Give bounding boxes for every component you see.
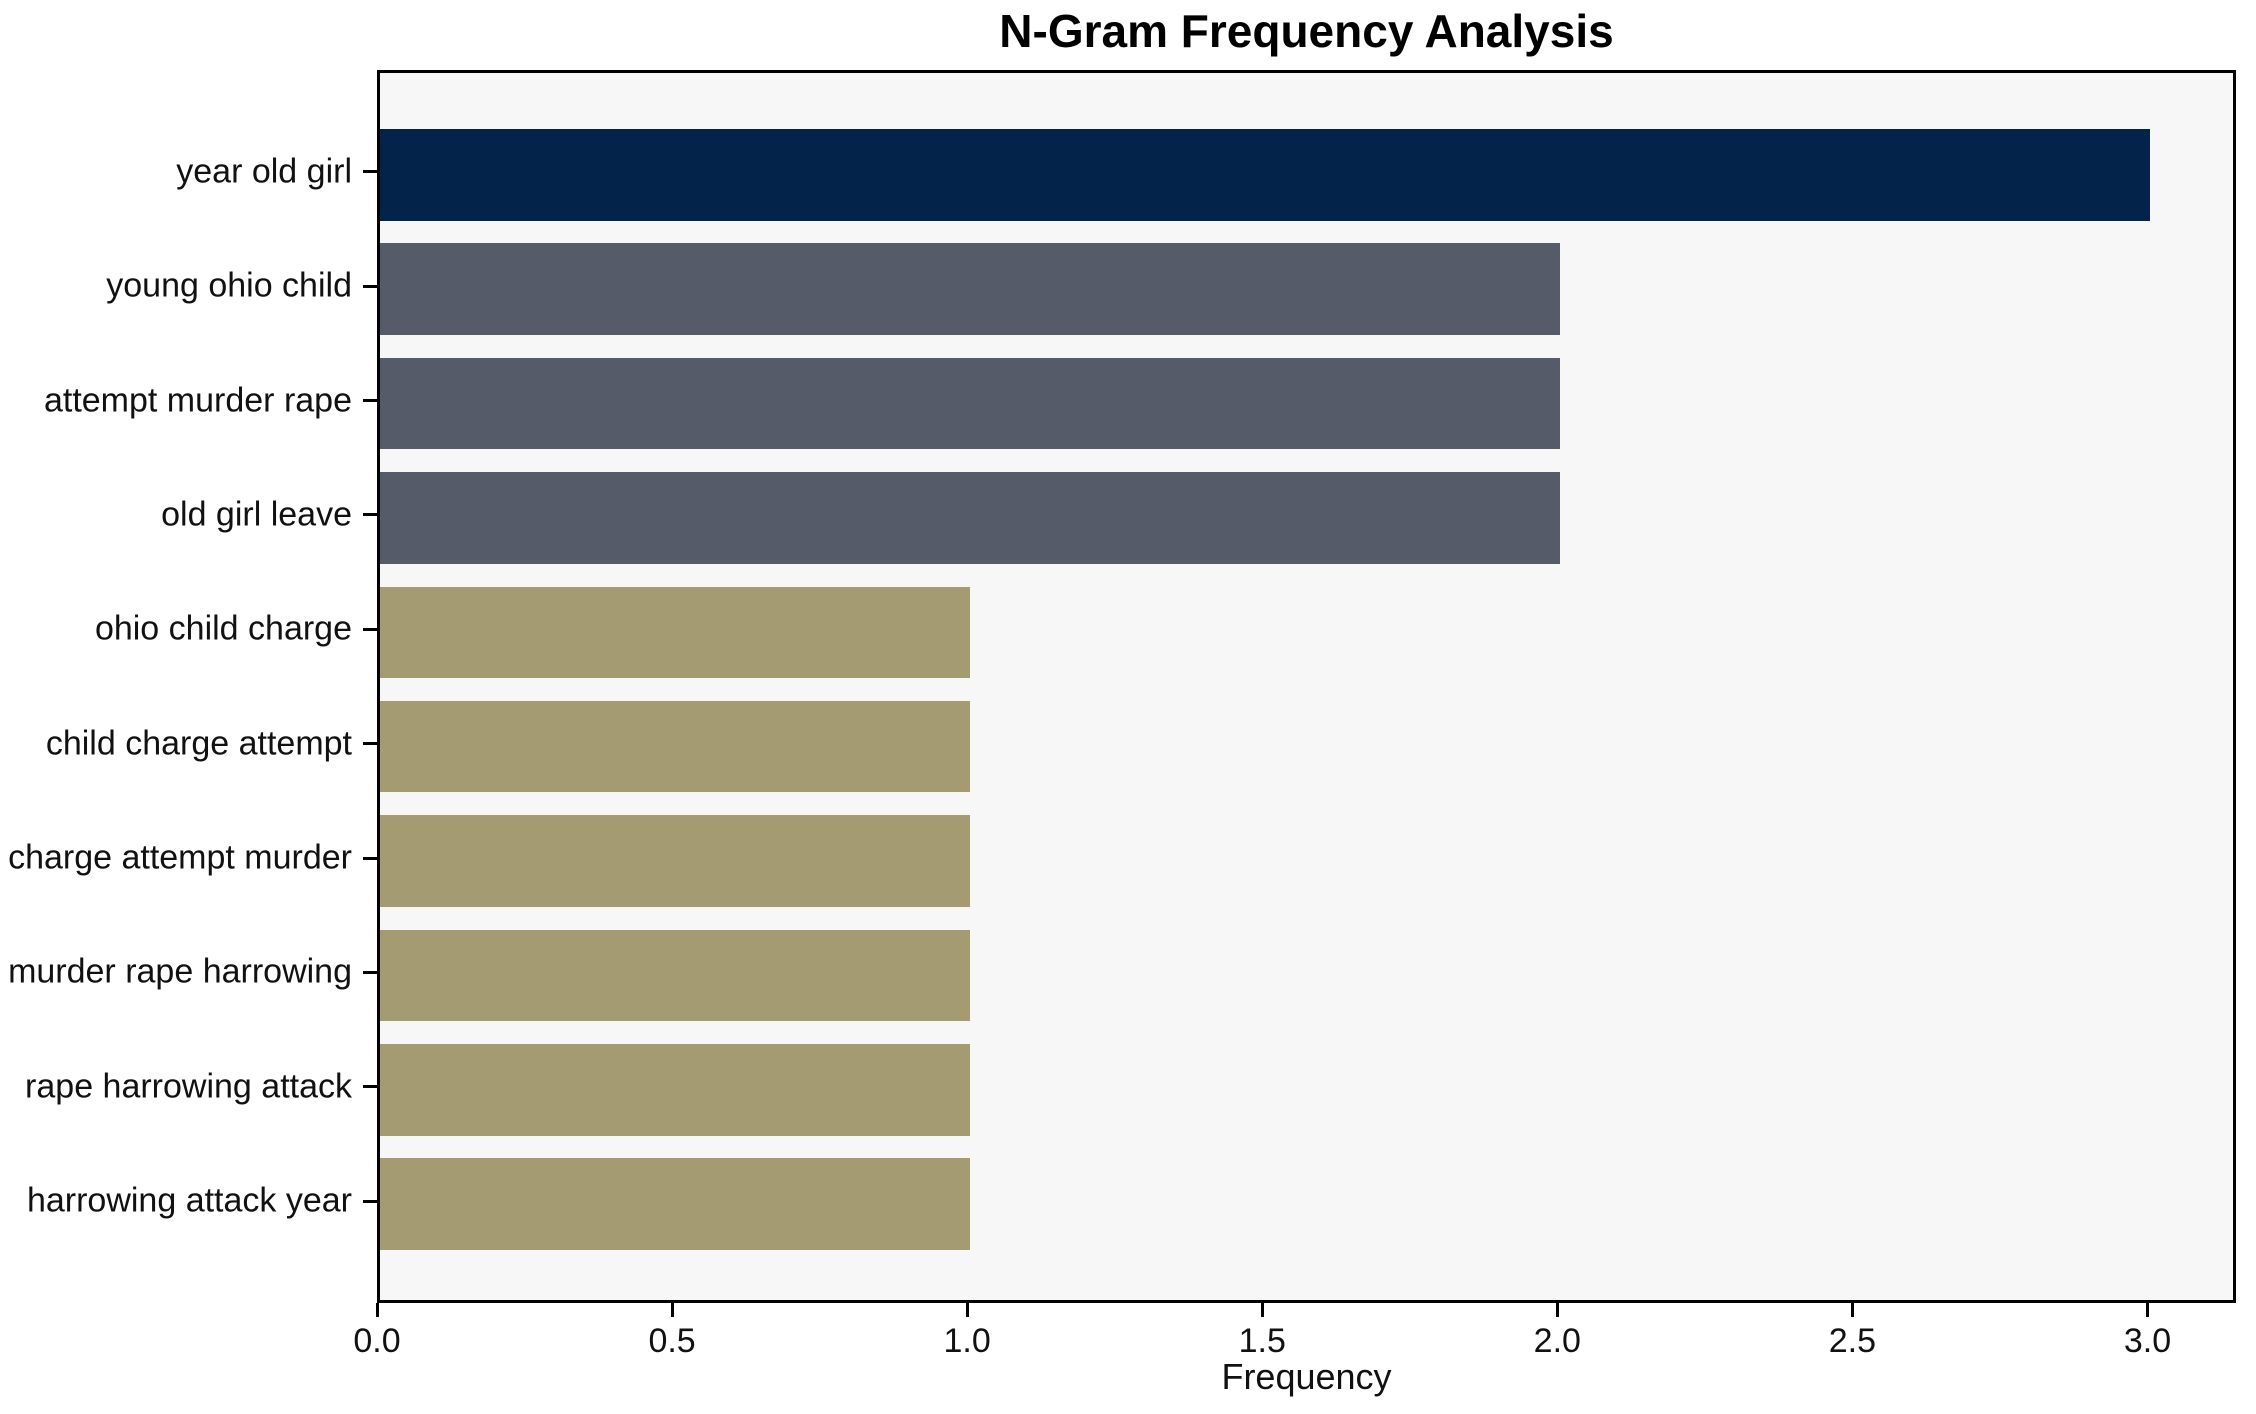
- plot-area: [377, 70, 2236, 1303]
- x-tick-mark: [1850, 1303, 1854, 1317]
- y-tick-mark: [363, 742, 377, 746]
- x-tick-mark: [375, 1303, 379, 1317]
- x-tick-mark: [965, 1303, 969, 1317]
- y-tick-mark: [363, 284, 377, 288]
- bar: [380, 586, 971, 679]
- chart-title: N-Gram Frequency Analysis: [999, 5, 1614, 57]
- y-tick-label: charge attempt murder: [8, 838, 352, 877]
- bar: [380, 472, 1561, 564]
- x-tick-label: 2.0: [1533, 1322, 1581, 1360]
- y-tick-label: young ohio child: [106, 266, 352, 305]
- x-tick-label: 0.5: [648, 1322, 696, 1360]
- x-tick-label: 0.0: [353, 1322, 401, 1360]
- y-tick-mark: [363, 856, 377, 860]
- y-tick-label: harrowing attack year: [26, 1181, 352, 1220]
- y-tick-label: attempt murder rape: [43, 381, 352, 420]
- x-tick-label: 3.0: [2123, 1322, 2172, 1360]
- x-tick-mark: [2145, 1303, 2149, 1317]
- y-tick-label: old girl leave: [161, 495, 352, 534]
- y-tick-mark: [363, 399, 377, 403]
- x-tick-mark: [1260, 1303, 1264, 1317]
- y-tick-mark: [363, 1199, 377, 1203]
- y-tick-label: rape harrowing attack: [25, 1067, 352, 1106]
- bar: [380, 357, 1561, 450]
- y-tick-label: murder rape harrowing: [8, 952, 352, 991]
- bar: [380, 243, 1561, 335]
- y-tick-label: year old girl: [176, 152, 352, 191]
- bar: [380, 1044, 971, 1136]
- x-tick-label: 1.0: [943, 1322, 991, 1360]
- x-tick-label: 1.5: [1238, 1322, 1286, 1360]
- y-tick-mark: [363, 627, 377, 631]
- x-tick-label: 2.5: [1828, 1322, 1877, 1360]
- y-tick-label: child charge attempt: [45, 724, 352, 763]
- y-tick-mark: [363, 513, 377, 517]
- bar: [380, 1158, 971, 1250]
- bar: [380, 129, 2151, 221]
- bar: [380, 929, 971, 1022]
- y-tick-mark: [363, 1085, 377, 1089]
- y-axis-labels: year old girl young ohio child attempt mur…: [0, 70, 352, 1303]
- x-tick-mark: [670, 1303, 674, 1317]
- y-tick-label: ohio child charge: [94, 609, 352, 648]
- y-tick-mark: [363, 170, 377, 174]
- bar: [380, 700, 971, 793]
- bar: [380, 815, 971, 907]
- x-axis-label: Frequency: [1221, 1356, 1392, 1397]
- x-tick-mark: [1555, 1303, 1559, 1317]
- y-tick-mark: [363, 970, 377, 974]
